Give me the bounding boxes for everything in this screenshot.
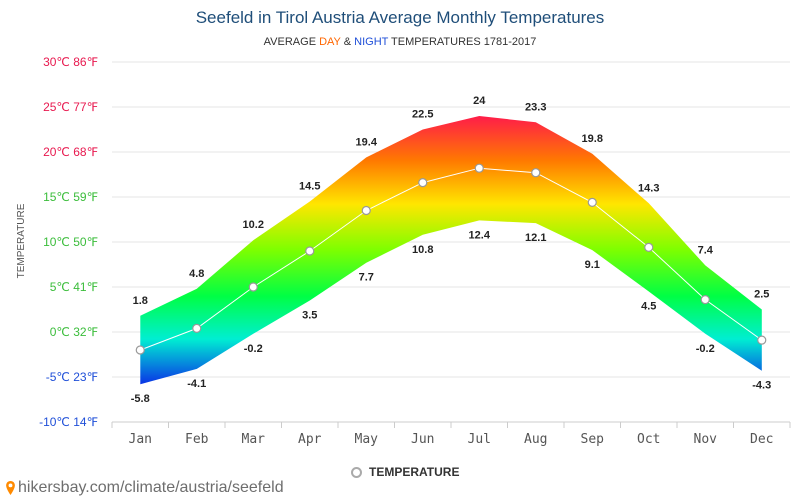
y-tick-label: 15℃ 59℉ <box>43 190 98 204</box>
site-link[interactable]: hikersbay.com/climate/austria/seefeld <box>6 479 284 497</box>
day-value-label: 7.4 <box>698 244 714 256</box>
temperature-line <box>135 163 767 355</box>
chart-subtitle: AVERAGE DAY & NIGHT TEMPERATURES 1781-20… <box>0 36 800 48</box>
temperature-point <box>474 163 484 173</box>
day-value-label: 2.5 <box>754 289 769 301</box>
x-tick-label: Nov <box>694 432 718 447</box>
x-tick-label: Sep <box>581 432 605 447</box>
night-value-label: 12.4 <box>469 229 491 241</box>
day-value-label: 14.5 <box>299 181 320 193</box>
y-tick-label: 5℃ 41℉ <box>50 280 98 294</box>
grid <box>112 61 790 423</box>
temperature-point <box>644 242 654 252</box>
chart-title: Seefeld in Tirol Austria Average Monthly… <box>195 8 605 27</box>
map-pin-icon <box>6 481 15 495</box>
y-tick-label: -5℃ 23℉ <box>46 370 98 384</box>
subtitle-night: NIGHT <box>354 36 389 48</box>
x-tick-label: Apr <box>298 432 322 447</box>
subtitle-suffix: TEMPERATURES 1781-2017 <box>388 36 537 48</box>
temperature-point <box>587 197 597 207</box>
y-tick-label: -10℃ 14℉ <box>39 415 98 429</box>
temperature-point <box>361 205 371 216</box>
temperature-point <box>418 178 428 188</box>
x-tick-label: Mar <box>242 432 266 447</box>
night-value-label: -4.1 <box>187 378 206 390</box>
y-tick-label: 30℃ 86℉ <box>43 55 98 69</box>
y-tick-label: 10℃ 50℉ <box>43 235 98 249</box>
x-tick-label: Jun <box>411 432 434 447</box>
day-value-label: 4.8 <box>189 268 204 280</box>
day-value-label: 1.8 <box>133 295 148 307</box>
day-value-label: 14.3 <box>638 182 659 194</box>
temperature-point <box>700 295 710 305</box>
x-tick-label: Oct <box>637 432 660 447</box>
x-tick-label: Jan <box>129 432 152 447</box>
legend-marker-icon <box>351 466 362 478</box>
night-value-label: 7.7 <box>359 272 374 284</box>
x-tick-label: Aug <box>524 432 547 447</box>
day-night-band <box>140 116 762 385</box>
y-tick-label: 20℃ 68℉ <box>43 145 98 159</box>
legend[interactable]: TEMPERATURE <box>351 465 459 479</box>
x-tick-label: Feb <box>185 432 209 447</box>
legend-label: TEMPERATURE <box>369 465 460 479</box>
temperature-point <box>248 282 258 292</box>
night-value-label: 4.5 <box>641 301 656 313</box>
site-url: hikersbay.com/climate/austria/seefeld <box>18 479 284 496</box>
night-value-label: -4.3 <box>752 380 771 392</box>
day-value-label: 22.5 <box>412 109 433 121</box>
temperature-line-path <box>140 167 763 351</box>
subtitle-amp: & <box>340 36 355 48</box>
y-axis: 30℃ 86℉ 25℃ 77℉ 20℃ 68℉ 15℃ 59℉ 10℃ 50℉ 5℃ 41… <box>39 55 98 429</box>
value-labels: 1.8 4.8 10.2 14.5 19.4 22.5 24 23.3 19.8 14.3 7.4 2… <box>131 95 771 405</box>
day-value-label: 19.4 <box>356 136 378 148</box>
night-value-label: 9.1 <box>585 259 600 271</box>
night-value-label: 10.8 <box>412 244 433 256</box>
y-axis-label: TEMPERATURE <box>16 203 27 278</box>
x-tick-label: May <box>355 432 379 447</box>
day-value-label: 24 <box>473 95 486 107</box>
day-value-label: 19.8 <box>582 133 603 145</box>
night-value-label: -0.2 <box>696 343 715 355</box>
x-axis: Jan Feb Mar Apr May Jun Jul Aug Sep Oct Nov Dec <box>111 422 791 447</box>
temperature-point <box>192 323 202 333</box>
night-value-label: 3.5 <box>302 310 317 322</box>
temperature-point <box>135 345 145 355</box>
day-value-label: 10.2 <box>243 219 264 231</box>
y-tick-label: 0℃ 32℉ <box>50 325 98 339</box>
day-value-label: 23.3 <box>525 101 546 113</box>
y-tick-label: 25℃ 77℉ <box>43 100 98 114</box>
night-value-label: -5.8 <box>131 393 150 405</box>
temperature-point <box>305 246 315 256</box>
temperature-point <box>531 168 541 178</box>
night-value-label: -0.2 <box>244 343 263 355</box>
x-tick-label: Dec <box>750 432 773 447</box>
temperature-band-area <box>140 116 762 385</box>
night-value-label: 12.1 <box>525 232 546 244</box>
subtitle-day: DAY <box>319 36 341 48</box>
x-tick-label: Jul <box>468 432 491 447</box>
temperature-point <box>757 335 767 345</box>
subtitle-prefix: AVERAGE <box>263 36 320 48</box>
